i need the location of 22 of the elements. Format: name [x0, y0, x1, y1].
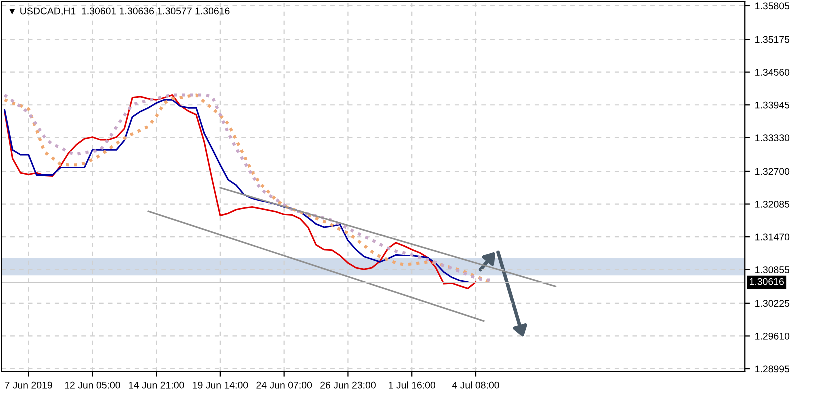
text: ▼ USDCAD,H1 1.30601 1.30636 1.30577 1.30616 — [10, 8, 230, 16]
x-tick-label: 4 Jul 08:00 — [452, 382, 500, 389]
y-tick-label: 1.28995 — [756, 366, 790, 373]
y-tick-label: 1.35805 — [756, 2, 790, 10]
x-tick-label: 12 Jun 05:00 — [65, 382, 120, 389]
y-tick-label: 1.33945 — [756, 102, 790, 109]
x-tick-label: 1 Jul 16:00 — [389, 382, 436, 389]
y-tick-label: 1.29610 — [756, 332, 790, 340]
x-tick-label: 24 Jun 07:00 — [256, 382, 312, 389]
y-tick-label: 1.33330 — [756, 134, 790, 142]
y-tick-label: 1.30855 — [756, 266, 790, 274]
x-tick-label: 7 Jun 2019 — [5, 382, 52, 389]
y-tick-label: 1.31470 — [756, 234, 790, 241]
x-tick-label: 19 Jun 14:00 — [193, 382, 248, 389]
y-tick-label: 1.35175 — [756, 36, 790, 44]
y-tick-label: 1.34560 — [756, 69, 790, 76]
y-tick-label: 1.32085 — [756, 201, 790, 208]
y-tick-label: 1.32700 — [756, 168, 790, 176]
x-tick-label: 14 Jun 21:00 — [129, 382, 184, 389]
y-tick-label: 1.30225 — [756, 300, 790, 308]
ref-line-label: 1.30616 — [750, 278, 784, 286]
x-tick-label: 26 Jun 23:00 — [320, 382, 376, 389]
